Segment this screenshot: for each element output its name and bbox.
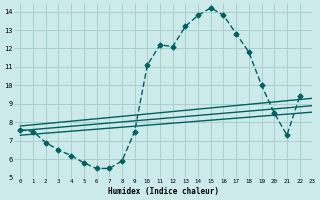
- X-axis label: Humidex (Indice chaleur): Humidex (Indice chaleur): [108, 187, 219, 196]
